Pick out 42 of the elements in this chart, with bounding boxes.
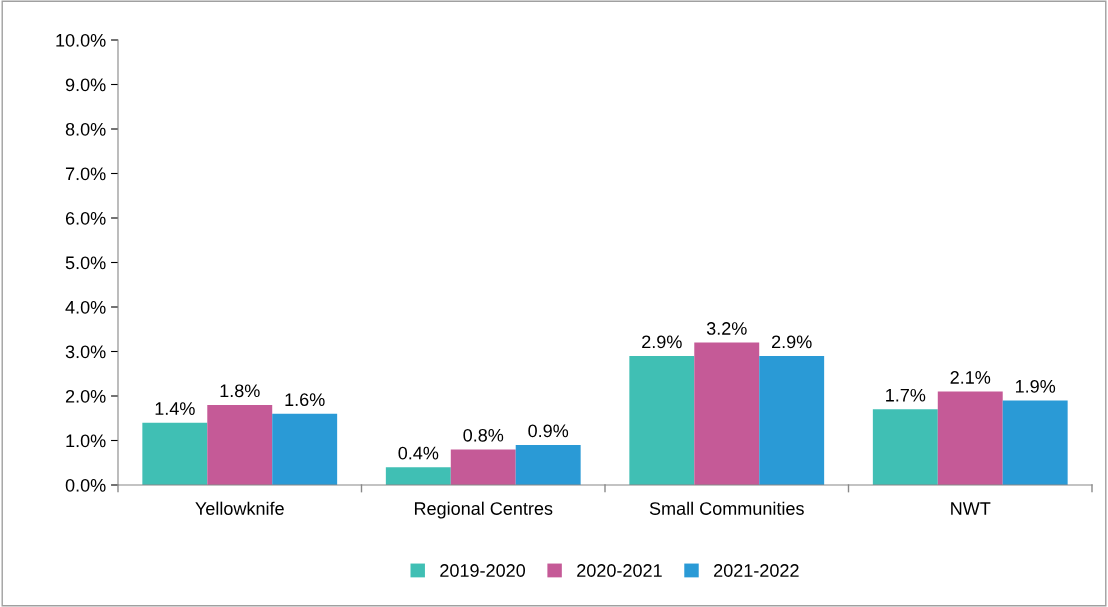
bar (142, 422, 208, 485)
data-label: 1.8% (220, 384, 260, 398)
y-tick-label: 9.0% (65, 78, 106, 92)
y-tick-label: 1.0% (66, 434, 106, 448)
data-label: 3.2% (706, 322, 747, 335)
bar (694, 342, 760, 485)
data-label: 1.6% (285, 393, 325, 407)
bar (872, 409, 938, 485)
data-label: 2.9% (772, 335, 812, 349)
bar (385, 467, 451, 485)
data-label: 2.9% (642, 335, 682, 349)
bar (450, 449, 516, 485)
data-label: 1.7% (886, 388, 926, 402)
bar (515, 444, 581, 485)
legend-label: 2019-2020 (440, 564, 526, 577)
bar (207, 404, 273, 485)
bar (272, 413, 338, 485)
data-label: 2.1% (950, 371, 991, 384)
x-tick-label: Yellowknife (195, 501, 284, 515)
y-tick-label: 8.0% (65, 122, 106, 136)
data-label: 1.4% (155, 402, 195, 415)
x-tick-label: Regional Centres (414, 501, 553, 519)
data-label: 0.9% (528, 424, 569, 438)
bar (629, 355, 695, 485)
data-label: 0.4% (398, 446, 439, 460)
y-tick-label: 4.0% (65, 300, 106, 314)
bar (937, 391, 1003, 485)
data-label: 0.8% (463, 428, 504, 442)
legend-label: 2020-2021 (577, 564, 662, 577)
data-label: 1.9% (1015, 379, 1056, 393)
y-tick-label: 10.0% (56, 33, 106, 47)
bar (759, 355, 825, 485)
y-tick-label: 3.0% (65, 345, 106, 359)
y-tick-label: 0.0% (65, 478, 106, 492)
y-tick-label: 6.0% (65, 211, 106, 225)
y-tick-label: 2.0% (65, 389, 106, 403)
x-tick-label: Small Communities (649, 501, 804, 515)
y-tick-label: 7.0% (65, 167, 106, 181)
y-tick-label: 5.0% (65, 256, 106, 270)
x-tick-label: NWT (951, 502, 991, 515)
bar (1002, 400, 1068, 485)
legend-label: 2021-2022 (714, 564, 799, 577)
